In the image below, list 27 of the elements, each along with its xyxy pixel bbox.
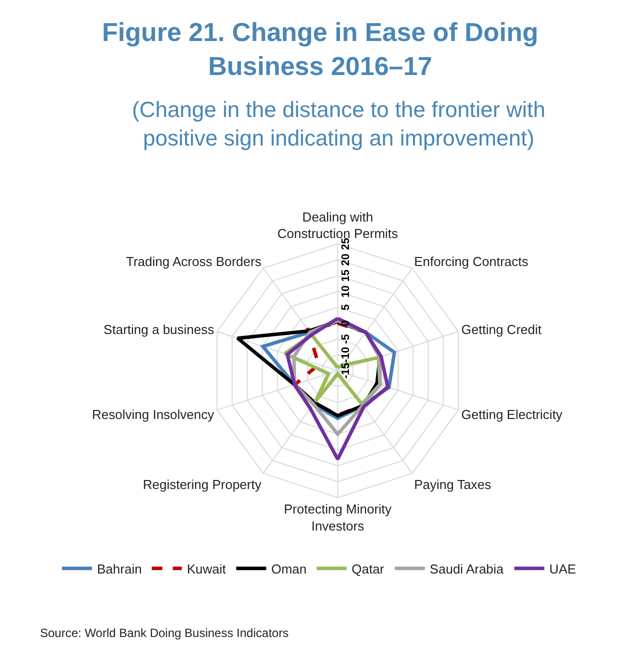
source-note: Source: World Bank Doing Business Indicators bbox=[40, 626, 289, 640]
legend-label: UAE bbox=[549, 561, 576, 576]
spoke-label: Enforcing Contracts bbox=[414, 254, 529, 270]
spoke-label: Paying Taxes bbox=[414, 477, 492, 492]
y-tick-label: 15 bbox=[340, 269, 352, 282]
legend-label: Bahrain bbox=[97, 561, 142, 576]
legend-label: Kuwait bbox=[186, 561, 226, 576]
spoke-label: Registering Property bbox=[142, 477, 262, 492]
y-tick-label: 25 bbox=[340, 238, 352, 250]
y-tick-label: 20 bbox=[340, 254, 352, 266]
spoke-label: Protecting Minority Investors bbox=[284, 502, 392, 534]
y-tick-label: -5 bbox=[340, 334, 352, 344]
y-tick-label: 5 bbox=[340, 304, 352, 310]
spoke-label: Trading Across Borders bbox=[126, 254, 262, 270]
y-tick-label: 0 bbox=[340, 320, 352, 326]
y-tick-label: 10 bbox=[340, 285, 352, 298]
legend-label: Oman bbox=[271, 561, 307, 576]
legend-label: Saudi Arabia bbox=[430, 561, 504, 576]
spoke-label: Resolving Insolvency bbox=[92, 407, 215, 422]
chart-subtitle: (Change in the distance to the frontier with positive sign indicating an improvement) bbox=[132, 97, 546, 151]
legend-label: Qatar bbox=[352, 561, 385, 576]
y-tick-label: -10 bbox=[340, 346, 352, 363]
spoke-label: Getting Electricity bbox=[461, 407, 563, 422]
chart-title: Figure 21. Change in Ease of Doing Business 2016–17 bbox=[102, 17, 538, 81]
y-tick-label: -15 bbox=[340, 362, 352, 379]
spoke-label: Starting a business bbox=[104, 322, 215, 338]
spoke-label: Getting Credit bbox=[461, 322, 542, 338]
